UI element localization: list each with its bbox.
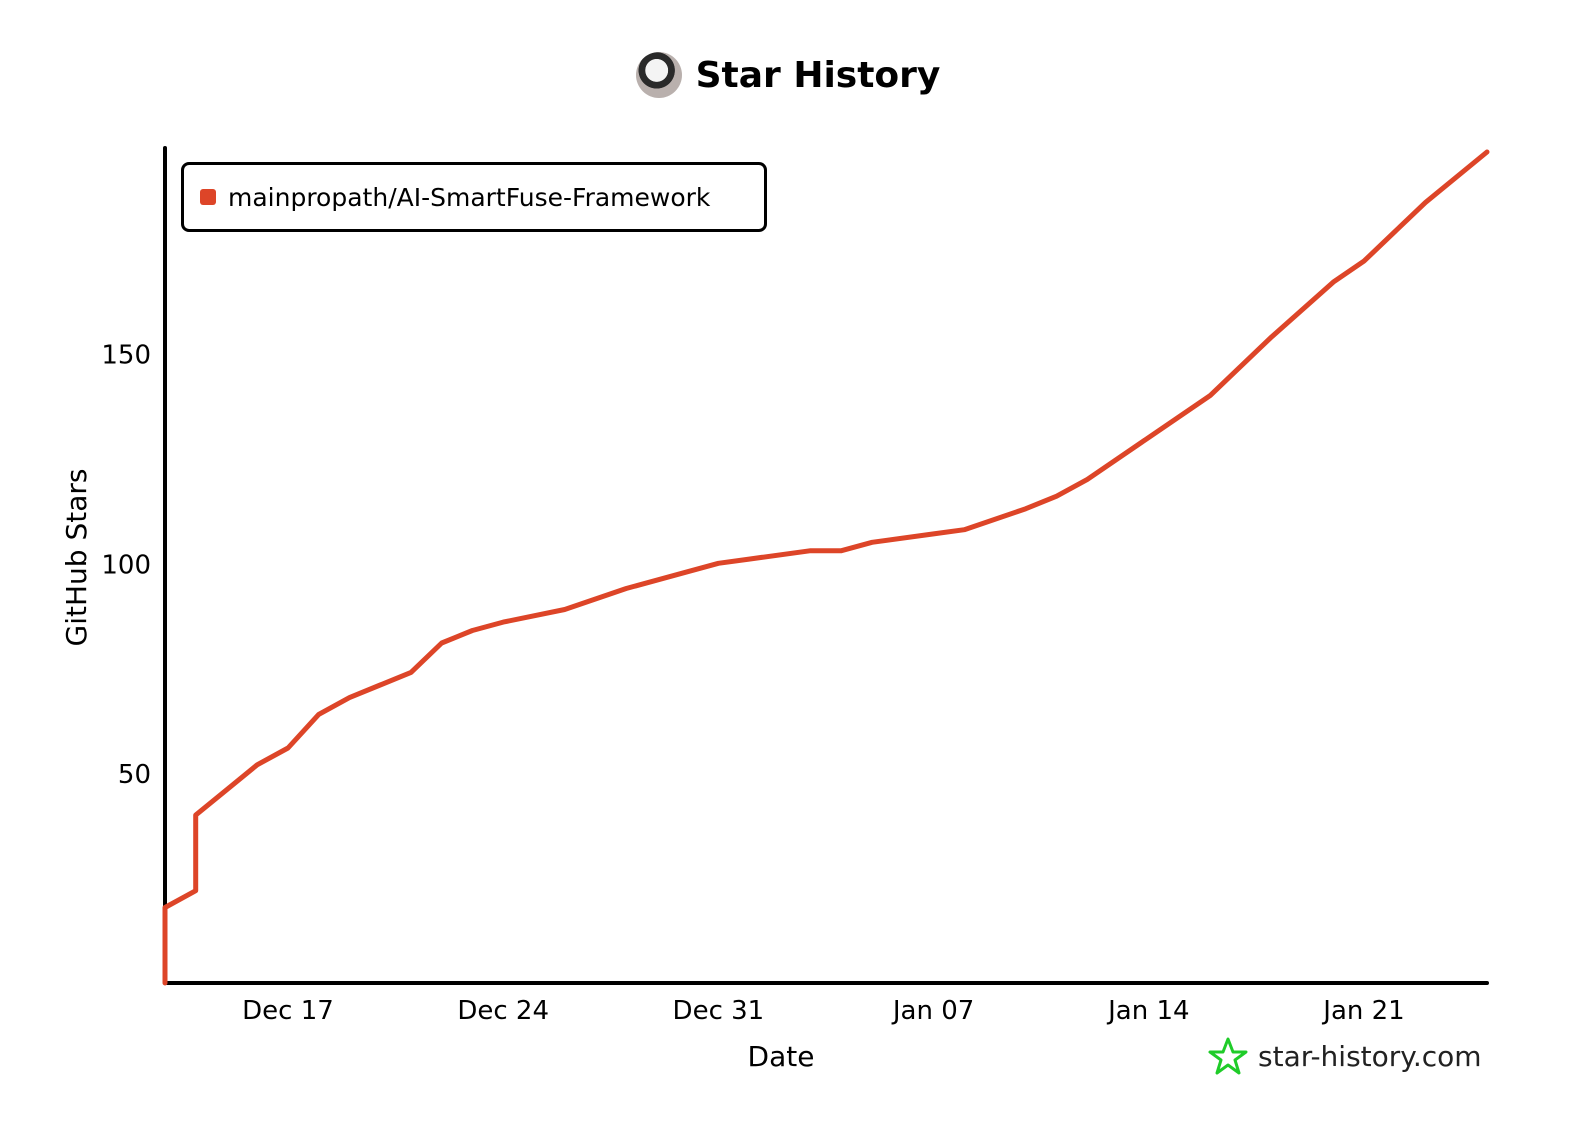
x-tick-label: Jan 07 [891, 996, 974, 1026]
x-tick-label: Dec 17 [242, 996, 334, 1026]
x-tick-label: Jan 14 [1106, 996, 1189, 1026]
x-tick-label: Dec 24 [457, 996, 549, 1026]
x-tick-label: Dec 31 [673, 996, 765, 1026]
x-axis-label: Date [748, 1040, 815, 1073]
star-icon [1208, 1037, 1248, 1075]
chart-header: Star History [0, 40, 1576, 110]
series-line [162, 149, 1490, 986]
x-tick-label: Jan 21 [1321, 996, 1404, 1026]
legend-swatch [200, 189, 216, 205]
watermark[interactable]: star-history.com [1208, 1036, 1482, 1076]
y-tick-label: 50 [118, 760, 151, 790]
avatar [635, 52, 682, 98]
y-axis-label: GitHub Stars [60, 469, 93, 647]
watermark-label: star-history.com [1258, 1039, 1482, 1073]
legend-series-label: mainpropath/AI-SmartFuse-Framework [228, 182, 711, 212]
y-tick-label: 100 [101, 550, 151, 580]
legend: mainpropath/AI-SmartFuse-Framework [181, 162, 767, 232]
y-tick-label: 150 [101, 340, 151, 370]
chart-title: Star History [695, 54, 941, 96]
